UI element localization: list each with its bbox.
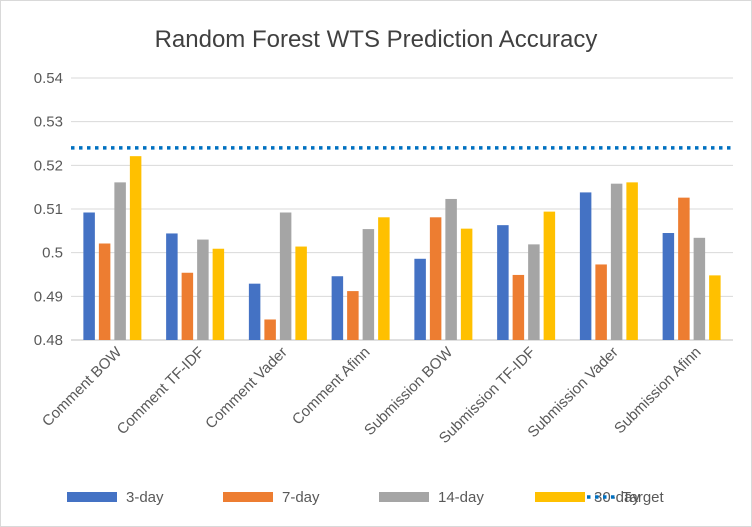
y-tick-label: 0.51: [34, 201, 63, 218]
y-tick-label: 0.54: [34, 70, 63, 87]
bar-14-day: [362, 229, 375, 340]
bar-7-day: [678, 197, 690, 340]
bar-7-day: [98, 243, 111, 340]
legend-label-30-day: 30-day: [594, 489, 640, 506]
y-tick-label: 0.5: [42, 245, 63, 262]
bars: [83, 156, 721, 340]
legend-label-3-day: 3-day: [126, 489, 164, 506]
x-category-label: Submission BOW: [361, 343, 457, 439]
bar-14-day: [610, 183, 623, 340]
legend-label-14-day: 14-day: [438, 489, 484, 506]
x-category-label: Comment BOW: [39, 343, 126, 430]
bar-14-day: [693, 237, 706, 340]
bar-14-day: [528, 244, 540, 340]
bar-30-day: [212, 248, 225, 340]
bar-3-day: [248, 283, 261, 340]
x-category-label: Comment TF-IDF: [114, 344, 208, 438]
bar-30-day: [460, 228, 473, 340]
bar-3-day: [166, 233, 178, 340]
bar-3-day: [579, 192, 592, 340]
legend-label-7-day: 7-day: [282, 489, 320, 506]
x-category-label: Submission Afinn: [611, 344, 704, 437]
bar-3-day: [331, 276, 344, 340]
y-tick-label: 0.52: [34, 157, 63, 174]
y-tick-label: 0.53: [34, 114, 63, 131]
x-category-label: Comment Afinn: [289, 344, 374, 429]
bar-3-day: [414, 258, 426, 340]
bar-7-day: [264, 319, 276, 340]
bar-7-day: [429, 217, 442, 340]
bar-14-day: [197, 239, 209, 340]
legend-swatch-30-day: [535, 492, 585, 502]
legend-swatch-7-day: [223, 492, 273, 502]
gridlines: [71, 77, 733, 341]
bar-7-day: [512, 274, 525, 340]
bar-14-day: [279, 212, 292, 340]
bar-7-day: [181, 272, 194, 340]
bar-3-day: [497, 225, 509, 340]
bar-30-day: [378, 217, 390, 340]
legend-swatch-3-day: [67, 492, 117, 502]
chart-title: Random Forest WTS Prediction Accuracy: [155, 26, 598, 53]
bar-30-day: [129, 156, 142, 340]
legend-label-target: Target: [622, 489, 665, 506]
bar-3-day: [83, 212, 95, 340]
bar-30-day: [543, 211, 556, 340]
bar-7-day: [595, 264, 607, 340]
x-category-label: Comment Vader: [202, 344, 290, 432]
bar-3-day: [662, 233, 675, 340]
bar-7-day: [347, 291, 359, 340]
x-category-label: Submission Vader: [524, 344, 621, 441]
bar-30-day: [709, 275, 721, 340]
y-axis-ticks: 0.48 0.49 0.5 0.51 0.52 0.53 0.54: [34, 70, 63, 349]
bar-14-day: [114, 182, 126, 340]
y-tick-label: 0.49: [34, 288, 63, 305]
bar-14-day: [445, 198, 457, 340]
y-tick-label: 0.48: [34, 332, 63, 349]
bar-30-day: [295, 246, 307, 340]
legend-swatch-14-day: [379, 492, 429, 502]
bar-30-day: [626, 182, 638, 340]
